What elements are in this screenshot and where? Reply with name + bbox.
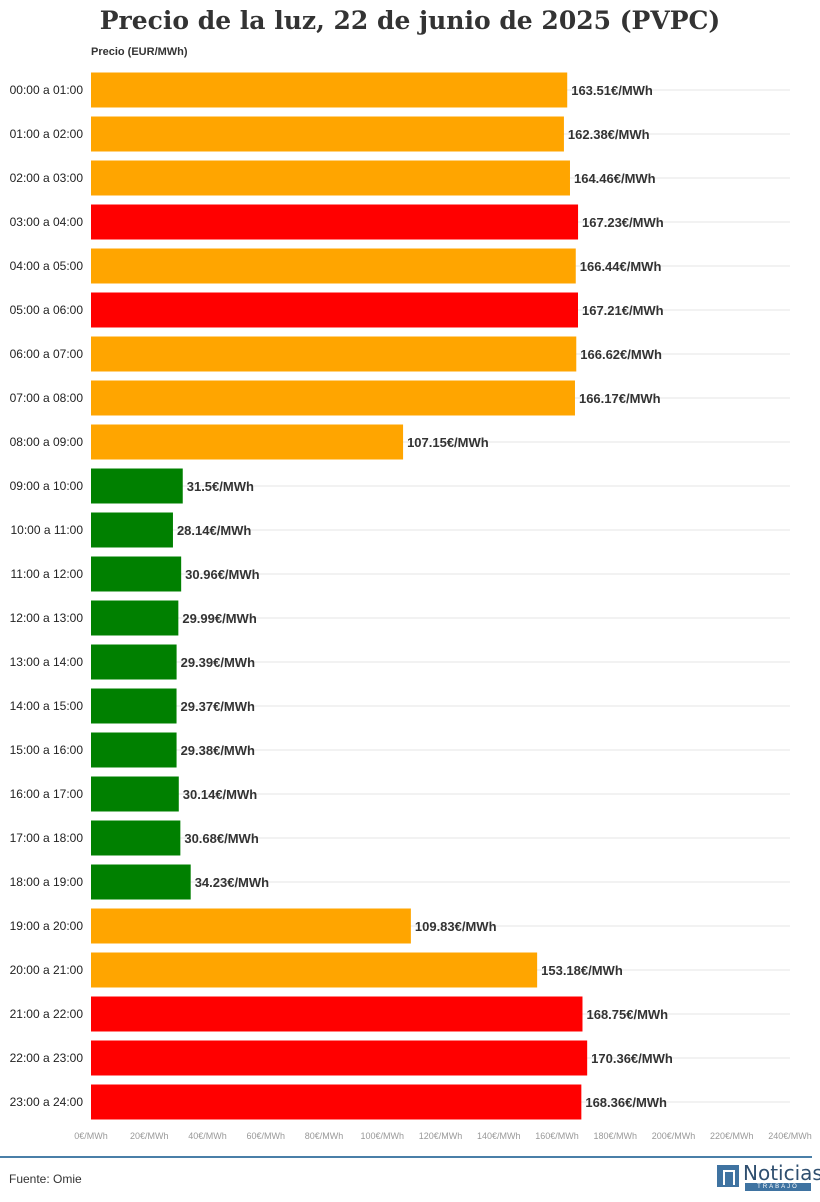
x-tick-label: 100€/MWh	[360, 1131, 404, 1141]
category-label: 18:00 a 19:00	[10, 875, 84, 889]
x-tick-label: 160€/MWh	[535, 1131, 579, 1141]
logo-icon	[717, 1165, 739, 1187]
bar	[91, 732, 177, 768]
bar	[91, 248, 576, 284]
category-label: 20:00 a 21:00	[10, 963, 84, 977]
data-label: 166.62€/MWh	[580, 347, 662, 362]
x-tick-label: 40€/MWh	[188, 1131, 227, 1141]
data-label: 30.68€/MWh	[184, 831, 258, 846]
chart-title: Precio de la luz, 22 de junio de 2025 (P…	[99, 6, 721, 35]
x-tick-label: 60€/MWh	[246, 1131, 285, 1141]
bar	[91, 336, 577, 372]
category-label: 08:00 a 09:00	[10, 435, 84, 449]
data-label: 107.15€/MWh	[407, 435, 489, 450]
logo-subtitle: TRABAJO	[745, 1183, 811, 1191]
category-label: 05:00 a 06:00	[10, 303, 84, 317]
category-label: 19:00 a 20:00	[10, 919, 84, 933]
logo-text: Noticias	[743, 1161, 820, 1185]
category-label: 07:00 a 08:00	[10, 391, 84, 405]
bar	[91, 72, 568, 108]
bar	[91, 424, 404, 460]
data-label: 166.17€/MWh	[579, 391, 661, 406]
bar	[91, 468, 183, 504]
data-label: 109.83€/MWh	[415, 919, 497, 934]
data-label: 162.38€/MWh	[568, 127, 650, 142]
data-label: 163.51€/MWh	[571, 83, 653, 98]
category-label: 09:00 a 10:00	[10, 479, 84, 493]
axis-label: Precio (EUR/MWh)	[91, 46, 188, 58]
bar	[91, 380, 575, 416]
category-label: 21:00 a 22:00	[10, 1007, 84, 1021]
data-label: 166.44€/MWh	[580, 259, 662, 274]
category-label: 23:00 a 24:00	[10, 1095, 84, 1109]
x-tick-label: 220€/MWh	[710, 1131, 754, 1141]
bar	[91, 204, 579, 240]
data-label: 167.21€/MWh	[582, 303, 664, 318]
data-label: 34.23€/MWh	[195, 875, 269, 890]
data-label: 29.38€/MWh	[181, 743, 255, 758]
x-tick-label: 180€/MWh	[593, 1131, 637, 1141]
category-label: 02:00 a 03:00	[10, 171, 84, 185]
data-label: 28.14€/MWh	[177, 523, 251, 538]
x-tick-label: 0€/MWh	[74, 1131, 108, 1141]
bar	[91, 688, 177, 724]
data-label: 167.23€/MWh	[582, 215, 664, 230]
category-label: 12:00 a 13:00	[10, 611, 84, 625]
data-label: 29.39€/MWh	[181, 655, 255, 670]
footer-divider	[0, 1156, 812, 1158]
data-label: 31.5€/MWh	[187, 479, 254, 494]
bar	[91, 600, 179, 636]
data-label: 30.14€/MWh	[183, 787, 257, 802]
bar	[91, 1084, 582, 1120]
x-tick-label: 200€/MWh	[652, 1131, 696, 1141]
source-note: Fuente: Omie	[9, 1172, 82, 1186]
brand-logo: Noticias TRABAJO	[717, 1161, 820, 1191]
category-label: 03:00 a 04:00	[10, 215, 84, 229]
category-label: 04:00 a 05:00	[10, 259, 84, 273]
data-label: 164.46€/MWh	[574, 171, 656, 186]
category-label: 14:00 a 15:00	[10, 699, 84, 713]
bar	[91, 116, 564, 152]
bar	[91, 160, 570, 196]
data-label: 30.96€/MWh	[185, 567, 259, 582]
category-label: 11:00 a 12:00	[10, 567, 83, 581]
data-label: 29.37€/MWh	[181, 699, 255, 714]
bar-chart: 163.51€/MWh 00:00 a 01:00 162.38€/MWh 01:00…	[10, 72, 812, 1141]
bar	[91, 776, 179, 812]
category-label: 01:00 a 02:00	[10, 127, 84, 141]
category-label: 22:00 a 23:00	[10, 1051, 84, 1065]
data-label: 29.99€/MWh	[182, 611, 256, 626]
category-label: 10:00 a 11:00	[10, 523, 83, 537]
x-tick-label: 240€/MWh	[768, 1131, 812, 1141]
category-label: 17:00 a 18:00	[10, 831, 84, 845]
x-tick-label: 80€/MWh	[305, 1131, 344, 1141]
data-label: 168.75€/MWh	[586, 1007, 668, 1022]
x-tick-label: 120€/MWh	[419, 1131, 463, 1141]
bar	[91, 292, 578, 328]
bar	[91, 908, 411, 944]
data-label: 153.18€/MWh	[541, 963, 623, 978]
category-label: 00:00 a 01:00	[10, 83, 84, 97]
bar	[91, 996, 583, 1032]
x-tick-label: 20€/MWh	[130, 1131, 169, 1141]
data-label: 168.36€/MWh	[585, 1095, 667, 1110]
bar	[91, 644, 177, 680]
bar	[91, 556, 182, 592]
data-label: 170.36€/MWh	[591, 1051, 673, 1066]
x-tick-label: 140€/MWh	[477, 1131, 521, 1141]
bar	[91, 1040, 588, 1076]
category-label: 13:00 a 14:00	[10, 655, 84, 669]
category-label: 06:00 a 07:00	[10, 347, 84, 361]
bar	[91, 864, 191, 900]
bar	[91, 512, 173, 548]
bar	[91, 820, 181, 856]
bar	[91, 952, 538, 988]
category-label: 15:00 a 16:00	[10, 743, 84, 757]
category-label: 16:00 a 17:00	[10, 787, 84, 801]
